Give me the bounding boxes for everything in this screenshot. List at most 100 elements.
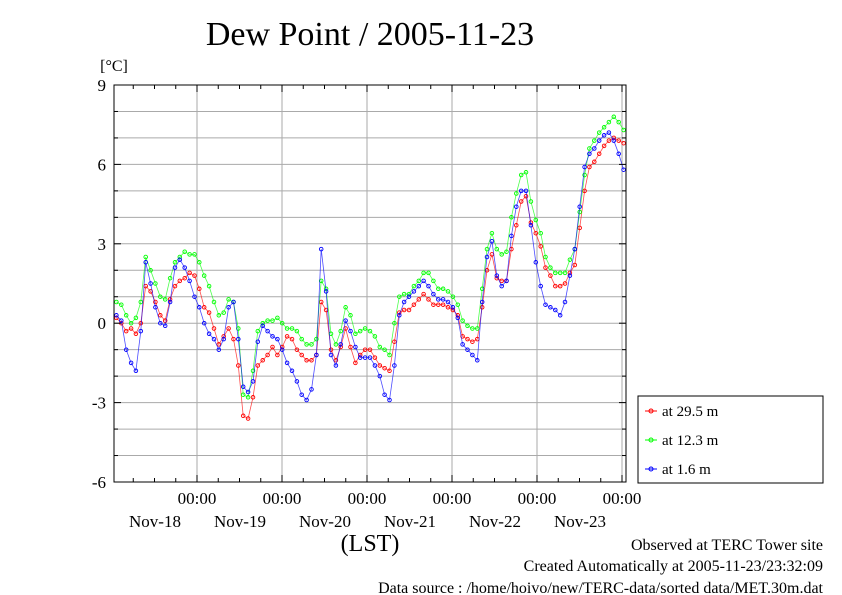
data-point [226, 326, 231, 331]
data-point [445, 305, 451, 310]
data-point [226, 297, 231, 302]
data-point [470, 326, 475, 331]
data-point [236, 363, 241, 368]
data-point [416, 278, 422, 284]
legend-item: at 12.3 m [645, 433, 719, 449]
data-point [338, 342, 343, 347]
data-point [245, 389, 251, 395]
data-point [304, 342, 309, 347]
data-point [431, 291, 436, 297]
data-point [138, 328, 144, 334]
x-tick-date: Nov-18 [129, 512, 181, 531]
data-point [177, 278, 183, 284]
data-point [392, 363, 397, 368]
data-point [514, 223, 519, 228]
data-point [231, 299, 236, 305]
data-point [362, 326, 368, 331]
data-point [494, 273, 500, 278]
data-point [387, 352, 392, 358]
data-point [616, 119, 621, 125]
data-point [270, 344, 275, 350]
data-point [499, 278, 504, 284]
data-point [206, 283, 212, 289]
data-point [445, 289, 451, 294]
data-point [153, 299, 158, 305]
data-point [397, 313, 402, 318]
data-point [255, 328, 261, 334]
x-tick-time: 00:00 [518, 489, 557, 508]
data-point [216, 347, 222, 352]
data-point [426, 283, 431, 289]
data-point [240, 384, 246, 389]
data-point [114, 299, 119, 305]
data-point [509, 233, 514, 239]
data-point [553, 307, 558, 313]
data-point [187, 278, 192, 284]
legend-label: at 12.3 m [662, 433, 719, 449]
data-point [401, 291, 407, 297]
series-layer [114, 114, 626, 421]
data-point [528, 223, 534, 228]
data-point [187, 252, 192, 257]
data-point [401, 307, 407, 313]
legend: at 29.5 m at 12.3 m at 1.6 m [637, 395, 824, 484]
data-point [557, 270, 563, 276]
plot-frame [113, 84, 627, 483]
data-point [299, 392, 304, 397]
data-point [318, 246, 324, 252]
data-point [592, 159, 597, 165]
data-point [284, 334, 290, 339]
x-axis-label: (LST) [341, 531, 400, 557]
data-point [216, 313, 222, 318]
data-point [162, 297, 168, 302]
data-point [158, 313, 163, 318]
data-point [621, 167, 626, 172]
data-point [382, 392, 387, 397]
data-point [211, 326, 217, 331]
data-point [557, 313, 563, 318]
data-point [123, 328, 129, 334]
data-point [548, 265, 553, 270]
data-point [372, 363, 378, 368]
data-point [275, 336, 280, 342]
grid-lines [114, 85, 626, 482]
data-point [362, 347, 368, 352]
data-point [421, 270, 426, 276]
data-point [304, 358, 309, 363]
data-point [567, 273, 573, 278]
data-point [596, 138, 602, 143]
data-point [621, 140, 626, 146]
data-point [596, 130, 602, 135]
x-tick-time: 00:00 [178, 489, 217, 508]
data-point [177, 257, 183, 262]
data-point [518, 199, 524, 204]
data-point [528, 199, 534, 204]
data-point [611, 114, 617, 120]
data-point [187, 270, 192, 276]
data-point [143, 254, 148, 260]
x-tick-time: 00:00 [603, 489, 642, 508]
data-point [167, 275, 173, 281]
x-tick-labels: 00:00 Nov-18 00:00 Nov-19 00:00 Nov-20 00:00 No… [129, 489, 641, 531]
data-point [387, 397, 392, 403]
data-point [333, 342, 339, 347]
y-tick-label: 9 [98, 76, 107, 95]
data-point [436, 286, 441, 292]
data-point [128, 360, 134, 366]
data-point [465, 336, 470, 342]
data-point [197, 260, 202, 265]
data-point [353, 331, 358, 337]
data-point [557, 283, 563, 289]
data-point [314, 336, 319, 342]
x-tick-date: Nov-22 [469, 512, 521, 531]
data-point [392, 339, 397, 344]
data-point [133, 331, 139, 337]
data-point [538, 244, 543, 249]
data-point [128, 326, 134, 331]
data-point [265, 328, 270, 334]
legend-item: at 29.5 m [645, 404, 719, 420]
data-point [518, 188, 524, 194]
data-point [294, 328, 300, 334]
data-point [309, 342, 314, 347]
data-point [450, 305, 456, 310]
